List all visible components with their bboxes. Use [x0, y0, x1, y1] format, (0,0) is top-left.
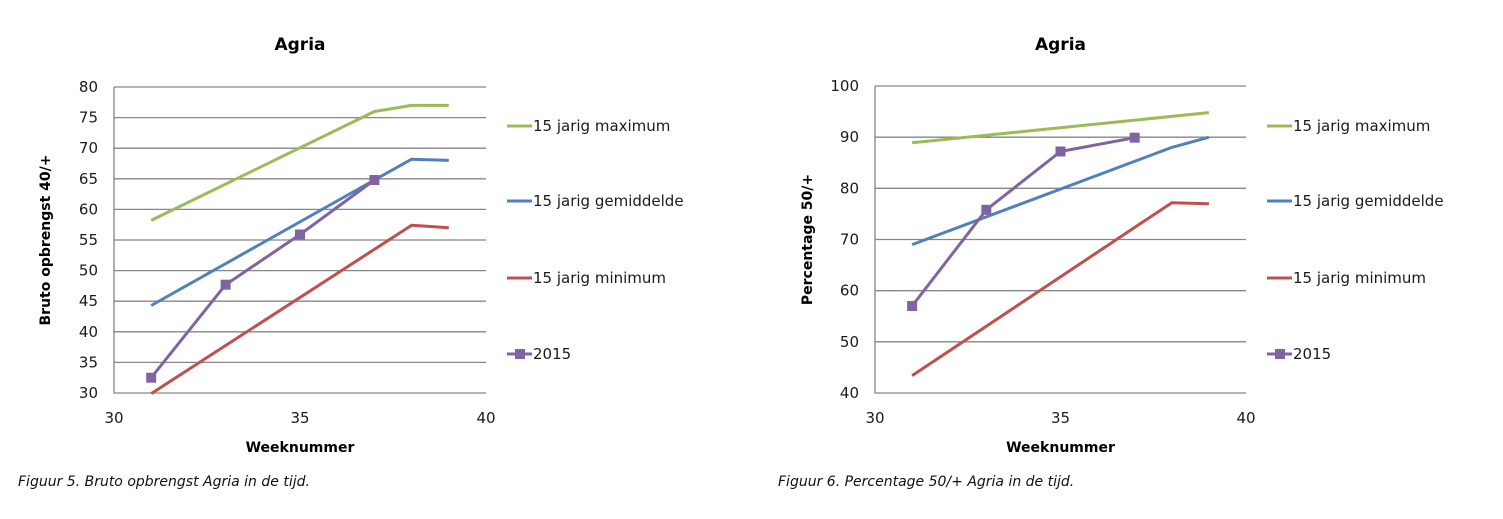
y-tick-label: 35 [79, 353, 98, 371]
x-axis-title: Weeknummer [246, 440, 355, 456]
data-point [369, 175, 380, 186]
series-line [150, 157, 449, 307]
figure-caption-6: Figuur 6. Percentage 50/+ Agria in de ti… [778, 474, 1075, 490]
y-tick-label: 50 [79, 262, 98, 280]
data-point [295, 229, 305, 240]
legend-item: 2015 [507, 345, 571, 363]
y-tick-label: 60 [840, 282, 859, 300]
chart-title: Agria [1035, 35, 1086, 55]
legend-marker [1275, 349, 1285, 359]
legend-item: 2015 [1267, 345, 1331, 363]
y-tick-label: 80 [79, 78, 98, 96]
y-tick-label: 55 [79, 231, 98, 249]
chart-title: Agria [274, 35, 325, 55]
legend-label: 15 jarig maximum [1293, 117, 1430, 135]
data-point [907, 301, 918, 312]
series-15-jarig-gemiddelde [150, 157, 449, 307]
series-line [911, 201, 1209, 377]
legend-item: 15 jarig minimum [507, 269, 666, 287]
axis-line [874, 86, 1246, 394]
series-line [911, 135, 1210, 247]
y-tick-label: 75 [79, 109, 98, 127]
legend-item: 15 jarig maximum [1267, 117, 1430, 135]
chart-percentage: Agria 40 50 60 70 80 90 100 30 35 40 Weeknummer Perc… [800, 35, 1444, 456]
y-tick-label: 80 [840, 179, 859, 197]
legend-label: 15 jarig gemiddelde [1293, 192, 1444, 210]
y-tick-label: 70 [840, 231, 859, 249]
legend-label: 15 jarig minimum [1293, 269, 1426, 287]
x-tick-label: 30 [104, 409, 123, 427]
y-tick-label: 100 [830, 77, 859, 95]
y-tick-label: 90 [840, 128, 859, 146]
series-line [150, 103, 449, 222]
series-line [150, 178, 376, 379]
legend-item: 15 jarig minimum [1267, 269, 1426, 287]
x-tick-label: 40 [476, 409, 495, 427]
series-line [910, 136, 1135, 307]
legend-label: 15 jarig minimum [533, 269, 666, 287]
legend-label: 2015 [533, 345, 571, 363]
legend-item: 15 jarig gemiddelde [1267, 192, 1444, 210]
data-point [1055, 146, 1066, 157]
series-15-jarig-minimum [150, 223, 449, 395]
legend-label: 2015 [1293, 345, 1331, 363]
data-point [146, 372, 157, 383]
x-tick-label: 35 [290, 409, 309, 427]
y-tick-label: 40 [79, 323, 98, 341]
chart-bruto-opbrengst: Agria 30 35 40 45 50 55 60 65 70 75 80 30 35 40 Weeknum… [38, 35, 684, 456]
legend-label: 15 jarig gemiddelde [533, 192, 684, 210]
y-tick-label: 65 [79, 170, 98, 188]
series-2015 [146, 175, 380, 383]
legend-item: 15 jarig gemiddelde [507, 192, 684, 210]
legend-marker [515, 349, 525, 359]
figure-caption-5: Figuur 5. Bruto opbrengst Agria in de ti… [18, 474, 310, 490]
y-tick-label: 60 [79, 200, 98, 218]
y-axis-title: Bruto opbrengst 40/+ [38, 154, 54, 325]
data-point [981, 204, 992, 215]
y-tick-label: 50 [840, 333, 859, 351]
y-tick-label: 45 [79, 292, 98, 310]
series-line [911, 111, 1210, 145]
y-axis-title: Percentage 50/+ [800, 174, 816, 305]
y-tick-label: 70 [79, 139, 98, 157]
series-15-jarig-maximum [150, 103, 449, 222]
x-tick-label: 40 [1236, 409, 1255, 427]
data-point [1129, 132, 1140, 143]
series-line [150, 223, 449, 395]
series-2015 [907, 132, 1140, 312]
x-axis-title: Weeknummer [1006, 440, 1115, 456]
legend-item: 15 jarig maximum [507, 117, 670, 135]
legend-label: 15 jarig maximum [533, 117, 670, 135]
y-tick-label: 40 [840, 384, 859, 402]
series-15-jarig-gemiddelde [911, 135, 1210, 247]
data-point [220, 279, 231, 290]
x-tick-label: 30 [865, 409, 884, 427]
axis-line [113, 87, 486, 394]
x-tick-label: 35 [1051, 409, 1070, 427]
y-tick-label: 30 [79, 384, 98, 402]
series-15-jarig-maximum [911, 111, 1210, 145]
series-15-jarig-minimum [911, 201, 1209, 377]
